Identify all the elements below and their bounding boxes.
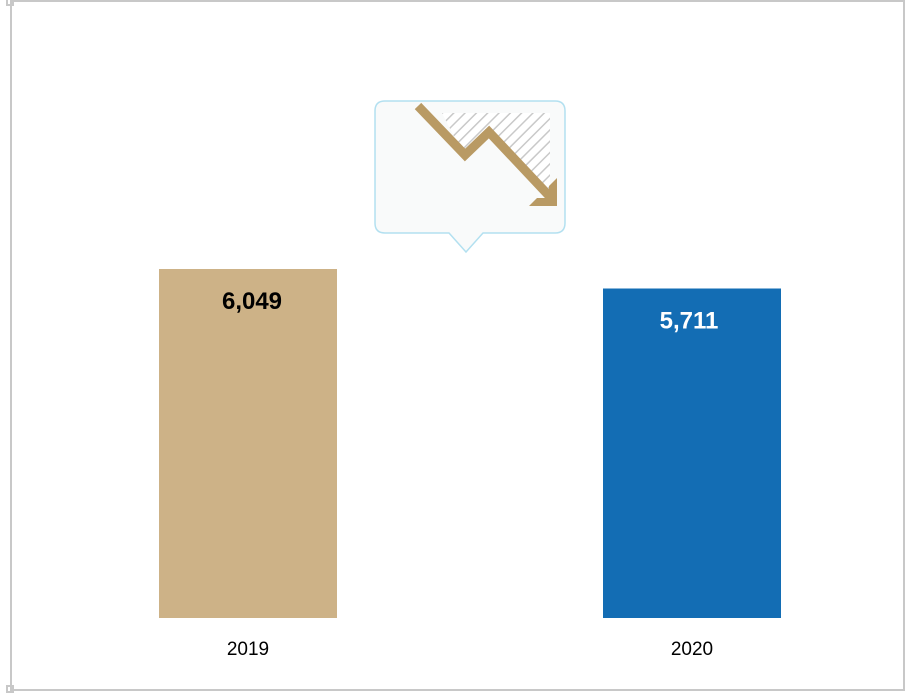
x-tick-label-2019: 2019 [227, 639, 269, 660]
trend-down-line [414, 102, 557, 204]
callout-bubble [374, 100, 566, 254]
data-label-2020: 5,711 [660, 308, 719, 335]
arrow-head [529, 178, 557, 206]
data-label-2019: 6,049 [222, 288, 282, 315]
trend-down-arrow-icon [414, 102, 557, 206]
frame-corner-top-left [6, 0, 14, 6]
bar-2019 [159, 269, 337, 618]
x-tick-label-2020: 2020 [671, 639, 713, 660]
bar-2020 [603, 288, 781, 618]
frame-corner-bottom-left [6, 685, 14, 693]
bars-group: 6,049 2019 5,711 2020 [159, 269, 781, 660]
hatch-area [442, 113, 550, 200]
chart-frame [10, 0, 905, 691]
